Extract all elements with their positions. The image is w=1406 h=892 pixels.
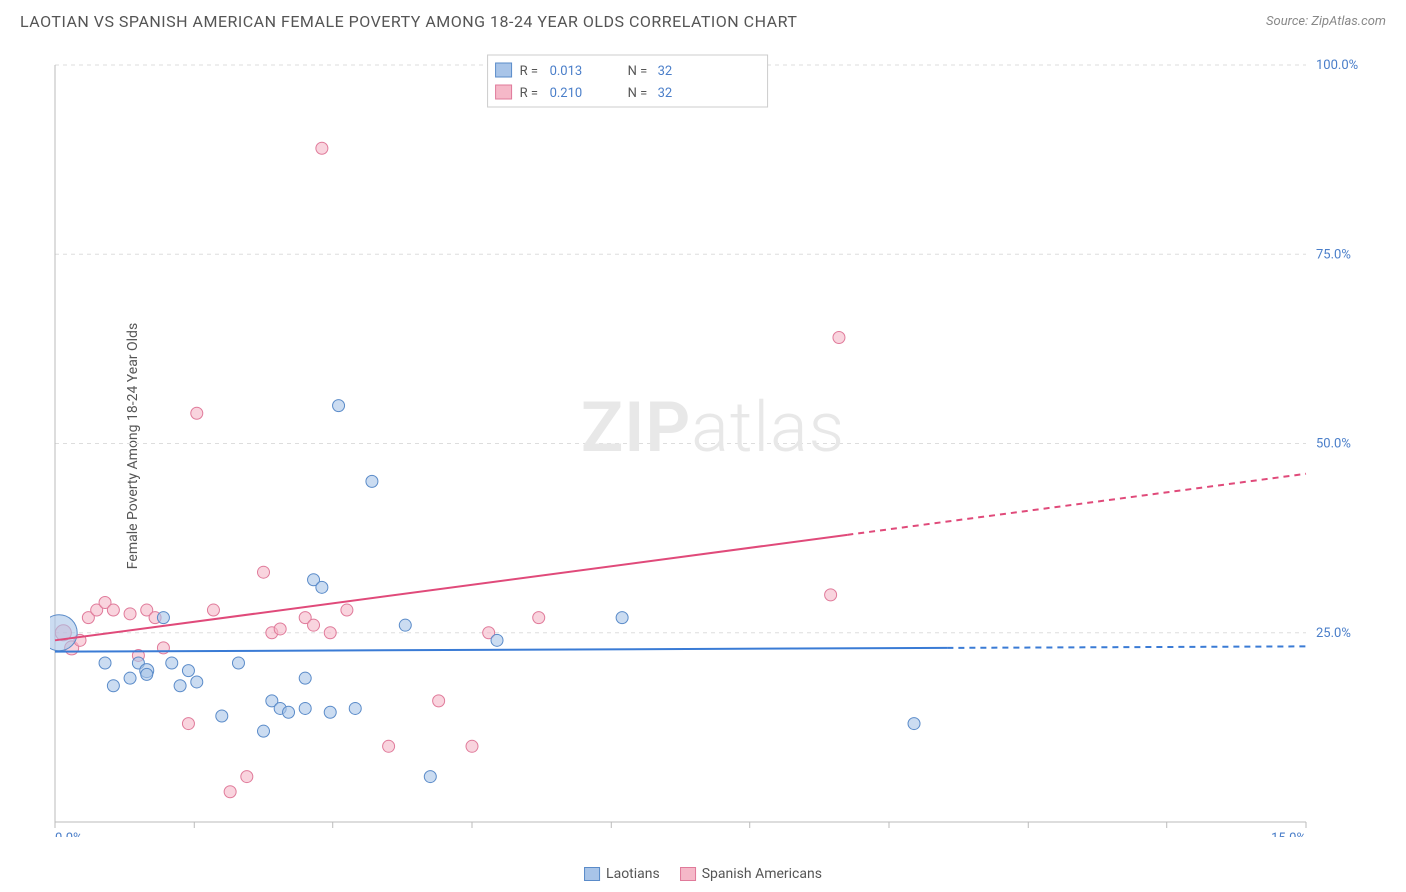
svg-text:N =: N = [628,86,648,101]
scatter-chart: ZIPatlas 25.0%50.0%75.0%100.0%0.0%15.0%R… [50,50,1376,837]
svg-text:25.0%: 25.0% [1316,626,1351,641]
svg-text:R =: R = [520,64,538,79]
svg-text:50.0%: 50.0% [1316,437,1351,452]
svg-text:0.210: 0.210 [550,86,583,101]
plot-svg: 25.0% 50.0% 75.0% 100.0% 0.0% 15.0% R = 0.013 N … [50,50,1376,837]
svg-text:75.0%: 75.0% [1316,247,1351,262]
svg-text:32: 32 [658,86,673,101]
svg-text:R =: R = [520,86,538,101]
legend-item-laotians: Laotians [584,866,660,882]
source-label: Source: ZipAtlas.com [1266,14,1386,29]
svg-text:32: 32 [658,64,673,79]
svg-text:100.0%: 100.0% [1316,58,1358,73]
swatch-laotians [584,867,600,881]
legend-item-spanish: Spanish Americans [680,866,822,882]
chart-title: LAOTIAN VS SPANISH AMERICAN FEMALE POVER… [20,12,797,31]
svg-text:0.013: 0.013 [550,64,583,79]
swatch-spanish [680,867,696,881]
legend-bottom: Laotians Spanish Americans [584,866,822,882]
svg-text:0.0%: 0.0% [55,831,83,837]
svg-text:N =: N = [628,64,648,79]
svg-text:15.0%: 15.0% [1271,831,1306,837]
